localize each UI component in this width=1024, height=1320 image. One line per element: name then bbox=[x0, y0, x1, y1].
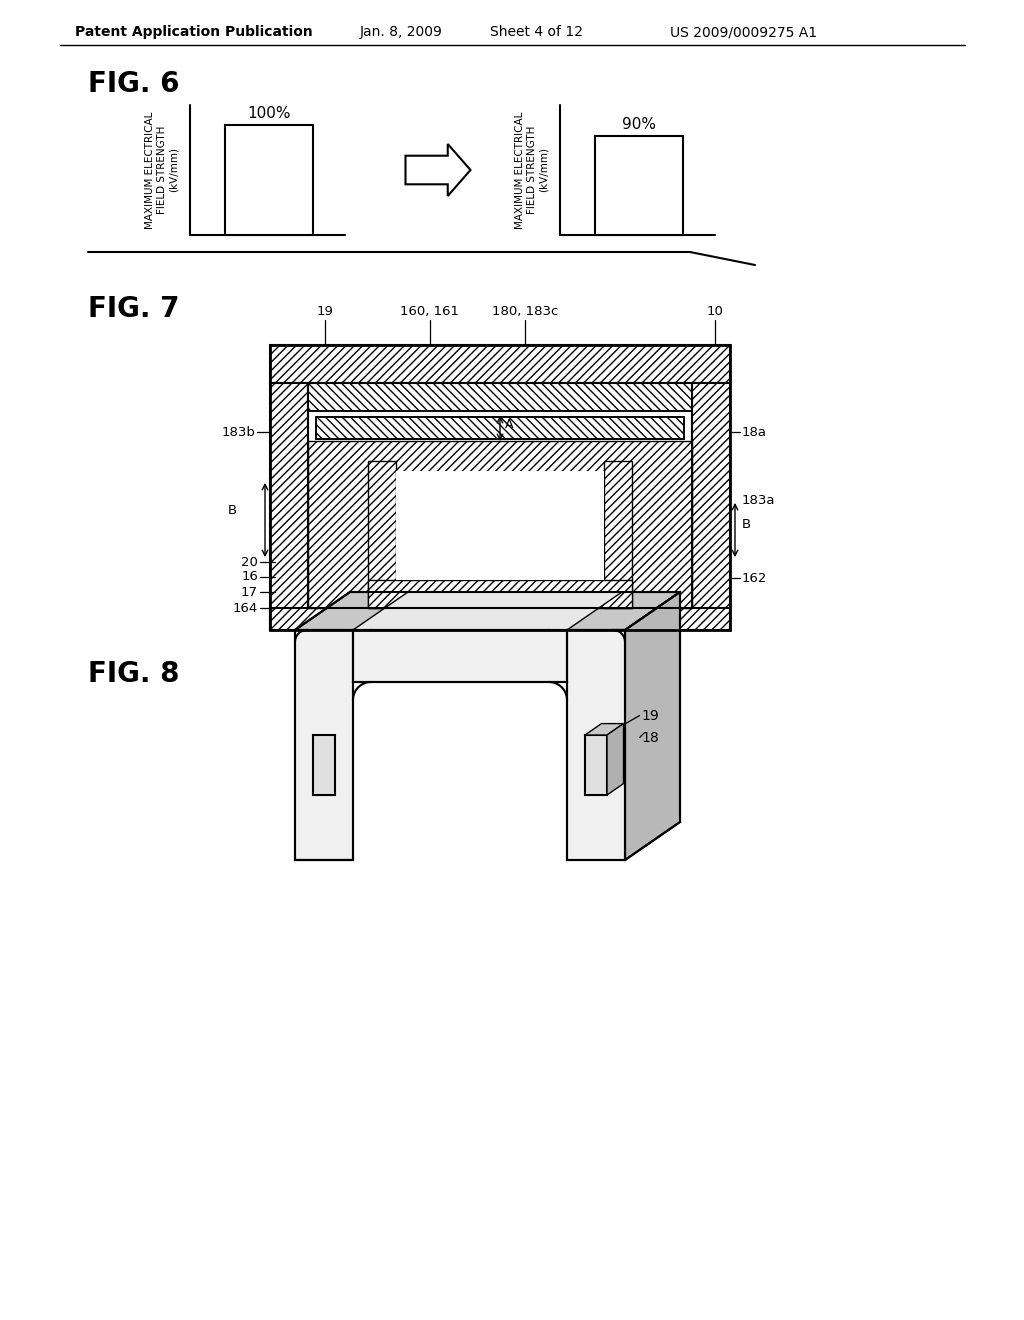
Text: 90%: 90% bbox=[622, 117, 656, 132]
Text: 16: 16 bbox=[241, 570, 258, 583]
Text: 18a: 18a bbox=[742, 425, 767, 438]
Bar bbox=[270, 383, 308, 630]
Polygon shape bbox=[585, 723, 624, 735]
Bar bbox=[316, 417, 684, 440]
Text: 10: 10 bbox=[707, 305, 723, 318]
Text: MAXIMUM ELECTRICAL
FIELD STRENGTH
(kV/mm): MAXIMUM ELECTRICAL FIELD STRENGTH (kV/mm… bbox=[145, 111, 178, 228]
Text: 18: 18 bbox=[641, 730, 659, 744]
Polygon shape bbox=[353, 630, 567, 682]
Bar bbox=[270, 345, 730, 383]
Bar bbox=[595, 136, 683, 235]
Text: Patent Application Publication: Patent Application Publication bbox=[75, 25, 312, 40]
Text: 100%: 100% bbox=[247, 106, 291, 121]
Text: 180, 183c: 180, 183c bbox=[492, 305, 558, 318]
Text: 183b: 183b bbox=[221, 425, 255, 438]
Text: 15: 15 bbox=[417, 635, 433, 648]
Polygon shape bbox=[567, 630, 625, 861]
Bar bbox=[225, 125, 313, 235]
Bar bbox=[308, 441, 692, 609]
Polygon shape bbox=[625, 591, 680, 861]
Text: B: B bbox=[228, 503, 237, 516]
Text: 19: 19 bbox=[316, 305, 334, 318]
Text: 20: 20 bbox=[241, 556, 258, 569]
Bar bbox=[270, 609, 730, 630]
Bar bbox=[308, 383, 692, 411]
Text: B: B bbox=[742, 519, 752, 532]
Bar bbox=[396, 471, 604, 579]
Text: Jan. 8, 2009: Jan. 8, 2009 bbox=[360, 25, 442, 40]
Polygon shape bbox=[295, 591, 680, 630]
Polygon shape bbox=[567, 644, 622, 861]
Bar bbox=[368, 579, 632, 609]
Bar bbox=[270, 345, 730, 630]
Bar bbox=[368, 461, 396, 609]
Text: FIG. 8: FIG. 8 bbox=[88, 660, 179, 688]
Text: MAXIMUM ELECTRICAL
FIELD STRENGTH
(kV/mm): MAXIMUM ELECTRICAL FIELD STRENGTH (kV/mm… bbox=[515, 111, 549, 228]
Bar bbox=[585, 735, 607, 795]
Text: A: A bbox=[505, 418, 513, 432]
Text: Sheet 4 of 12: Sheet 4 of 12 bbox=[490, 25, 583, 40]
Text: 13: 13 bbox=[462, 635, 478, 648]
Text: 17: 17 bbox=[241, 586, 258, 598]
Bar bbox=[604, 461, 632, 609]
Text: 19: 19 bbox=[641, 709, 659, 722]
Polygon shape bbox=[353, 591, 622, 630]
Polygon shape bbox=[607, 723, 624, 795]
Text: 183a: 183a bbox=[742, 494, 775, 507]
Bar bbox=[316, 417, 684, 440]
Text: 160, 161: 160, 161 bbox=[400, 305, 460, 318]
Text: US 2009/0009275 A1: US 2009/0009275 A1 bbox=[670, 25, 817, 40]
Polygon shape bbox=[353, 682, 567, 861]
Text: 14: 14 bbox=[372, 635, 388, 648]
Bar bbox=[313, 735, 335, 795]
Bar bbox=[308, 383, 692, 411]
Polygon shape bbox=[295, 630, 353, 861]
Bar bbox=[308, 383, 692, 609]
Polygon shape bbox=[406, 144, 470, 195]
Text: FIG. 7: FIG. 7 bbox=[88, 294, 179, 323]
Bar bbox=[692, 383, 730, 630]
Text: 162: 162 bbox=[742, 572, 767, 585]
Text: FIG. 6: FIG. 6 bbox=[88, 70, 179, 98]
Text: 164: 164 bbox=[232, 602, 258, 615]
